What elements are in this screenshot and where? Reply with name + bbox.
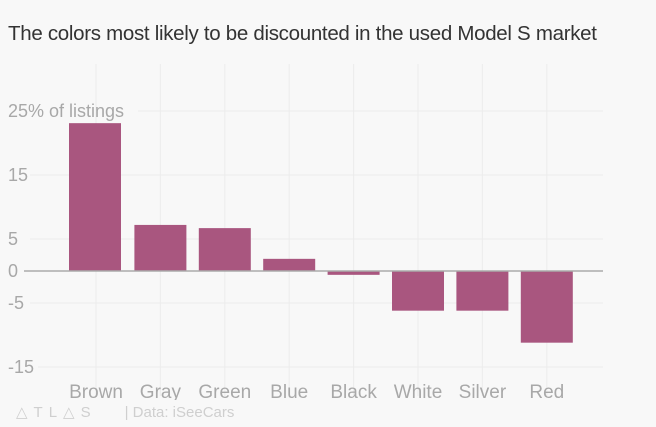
y-axis-ticks: 25% of listings 15 5 0 -5 -15 (8, 101, 124, 377)
bar-gray (134, 224, 187, 271)
bars (69, 123, 573, 343)
bar-silver (456, 271, 509, 311)
x-axis-labels: Brown Gray Green Blue Black White Silver Red (69, 382, 564, 400)
y-tick-label: 25% of listings (8, 101, 124, 121)
x-tick-label: Black (330, 382, 377, 400)
footer: △TL△S | Data: iSeeCars (16, 403, 234, 421)
bar-blue (263, 258, 316, 271)
y-tick-label: -15 (8, 357, 34, 377)
atlas-logo: △TL△S (16, 404, 97, 421)
y-tick-label: -5 (8, 293, 24, 313)
x-tick-label: Blue (270, 382, 308, 400)
x-tick-label: Brown (69, 382, 123, 400)
y-tick-label: 5 (8, 229, 18, 249)
x-tick-label: Red (529, 382, 564, 400)
bar-red (520, 271, 573, 343)
x-tick-label: White (394, 382, 443, 400)
y-tick-label: 15 (8, 165, 28, 185)
bar-black (327, 271, 380, 275)
y-tick-label: 0 (8, 261, 18, 281)
chart-title: The colors most likely to be discounted … (8, 22, 597, 45)
x-tick-label: Green (198, 382, 251, 400)
bar-white (392, 271, 444, 311)
data-source: | Data: iSeeCars (124, 404, 235, 421)
x-tick-label: Gray (140, 382, 182, 400)
bar-green (198, 228, 251, 271)
x-tick-label: Silver (459, 382, 507, 400)
bar-brown (69, 123, 121, 271)
